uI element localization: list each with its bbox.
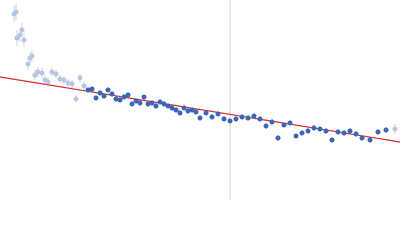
point [239, 114, 245, 120]
point [39, 70, 45, 76]
point [97, 90, 103, 96]
point [109, 91, 115, 97]
point [157, 99, 163, 105]
point [383, 127, 389, 133]
point [189, 107, 195, 113]
point [77, 75, 83, 81]
point [341, 130, 347, 136]
point [65, 80, 71, 86]
point [69, 81, 75, 87]
point [21, 37, 27, 43]
point [61, 77, 67, 83]
point [85, 87, 91, 93]
point [19, 27, 25, 33]
point [57, 76, 63, 82]
point [89, 86, 95, 92]
point [181, 105, 187, 111]
point [45, 79, 51, 85]
point [173, 107, 179, 113]
point [81, 83, 87, 89]
point [133, 98, 139, 104]
point [347, 128, 353, 134]
point [141, 94, 147, 100]
point [281, 122, 287, 128]
point [329, 137, 335, 143]
point [165, 103, 171, 109]
point [93, 95, 99, 101]
point [161, 101, 167, 107]
point [392, 126, 398, 132]
point [25, 61, 31, 67]
point [251, 113, 257, 119]
point [317, 126, 323, 132]
point [311, 125, 317, 131]
point [129, 101, 135, 107]
point [137, 100, 143, 106]
point [125, 92, 131, 98]
point [227, 118, 233, 124]
point [203, 110, 209, 116]
point [293, 133, 299, 139]
point [323, 128, 329, 134]
point [233, 116, 239, 122]
point [305, 128, 311, 134]
point [145, 101, 151, 107]
point [113, 96, 119, 102]
point [177, 110, 183, 116]
point [269, 119, 275, 125]
point [257, 116, 263, 122]
chart [0, 0, 400, 200]
point [299, 130, 305, 136]
point [197, 115, 203, 121]
point [13, 9, 19, 15]
point [17, 32, 23, 38]
point [353, 131, 359, 137]
point [101, 93, 107, 99]
point [121, 94, 127, 100]
point [215, 111, 221, 117]
point [221, 116, 227, 122]
point [263, 123, 269, 129]
point [287, 120, 293, 126]
point [209, 114, 215, 120]
fit-line [0, 76, 400, 143]
point [367, 137, 373, 143]
point [193, 109, 199, 115]
point [359, 135, 365, 141]
point [335, 129, 341, 135]
point [149, 100, 155, 106]
point [73, 96, 79, 102]
point [375, 129, 381, 135]
point [245, 115, 251, 121]
point [35, 69, 41, 75]
point [117, 97, 123, 103]
point [29, 53, 35, 59]
point [53, 71, 59, 77]
point [153, 103, 159, 109]
point [169, 105, 175, 111]
point [49, 69, 55, 75]
point [105, 87, 111, 93]
point [185, 108, 191, 114]
point [275, 135, 281, 141]
